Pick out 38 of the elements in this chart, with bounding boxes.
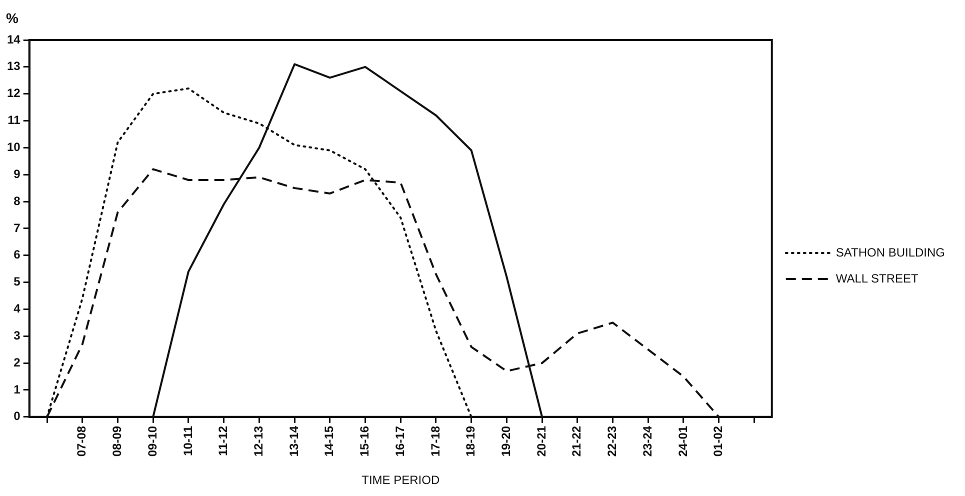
x-tick-label: 24-01 <box>676 426 690 457</box>
legend-label: SATHON BUILDING <box>836 245 945 260</box>
x-tick-label: 23-24 <box>640 426 654 457</box>
x-tick-label: 22-23 <box>605 426 620 457</box>
x-tick-label: 10-11 <box>180 426 195 456</box>
x-tick-label: 08-09 <box>110 426 124 457</box>
x-tick-label: 09-10 <box>145 426 160 457</box>
x-tick-label: 12-13 <box>251 426 266 457</box>
y-tick-label: 10 <box>6 140 21 154</box>
y-tick-label: 14 <box>6 32 21 46</box>
x-tick-label: 21-22 <box>570 426 584 457</box>
x-tick-label: 07-08 <box>74 426 89 457</box>
y-tick-label: 13 <box>6 59 21 74</box>
y-tick-label: 12 <box>6 86 21 100</box>
legend-label: WALL STREET <box>836 271 920 286</box>
y-tick-label: 0 <box>14 409 21 424</box>
x-tick-label: 18-19 <box>464 426 478 457</box>
x-tick-label: 14-15 <box>322 426 336 457</box>
y-tick-label: 8 <box>14 194 21 208</box>
y-tick-label: 2 <box>14 355 21 370</box>
y-tick-label: 3 <box>14 328 21 342</box>
y-tick-label: 9 <box>14 166 21 181</box>
x-tick-label: 11-12 <box>216 426 230 456</box>
y-axis-title: % <box>6 10 19 26</box>
x-tick-label: 20-21 <box>534 426 548 457</box>
x-tick-label: 17-18 <box>428 426 442 457</box>
y-tick-label: 6 <box>14 248 21 262</box>
x-tick-label: 13-14 <box>286 426 301 457</box>
x-tick-label: 16-17 <box>392 426 407 457</box>
y-tick-label: 5 <box>14 274 21 289</box>
x-axis-title: TIME PERIOD <box>362 473 440 488</box>
y-tick-label: 7 <box>14 220 21 235</box>
y-tick-label: 1 <box>14 382 21 396</box>
x-tick-label: 01-02 <box>711 426 726 457</box>
x-tick-label: 15-16 <box>358 426 372 457</box>
x-tick-label: 19-20 <box>499 426 513 457</box>
y-tick-label: 11 <box>8 113 21 128</box>
y-tick-label: 4 <box>14 302 21 316</box>
